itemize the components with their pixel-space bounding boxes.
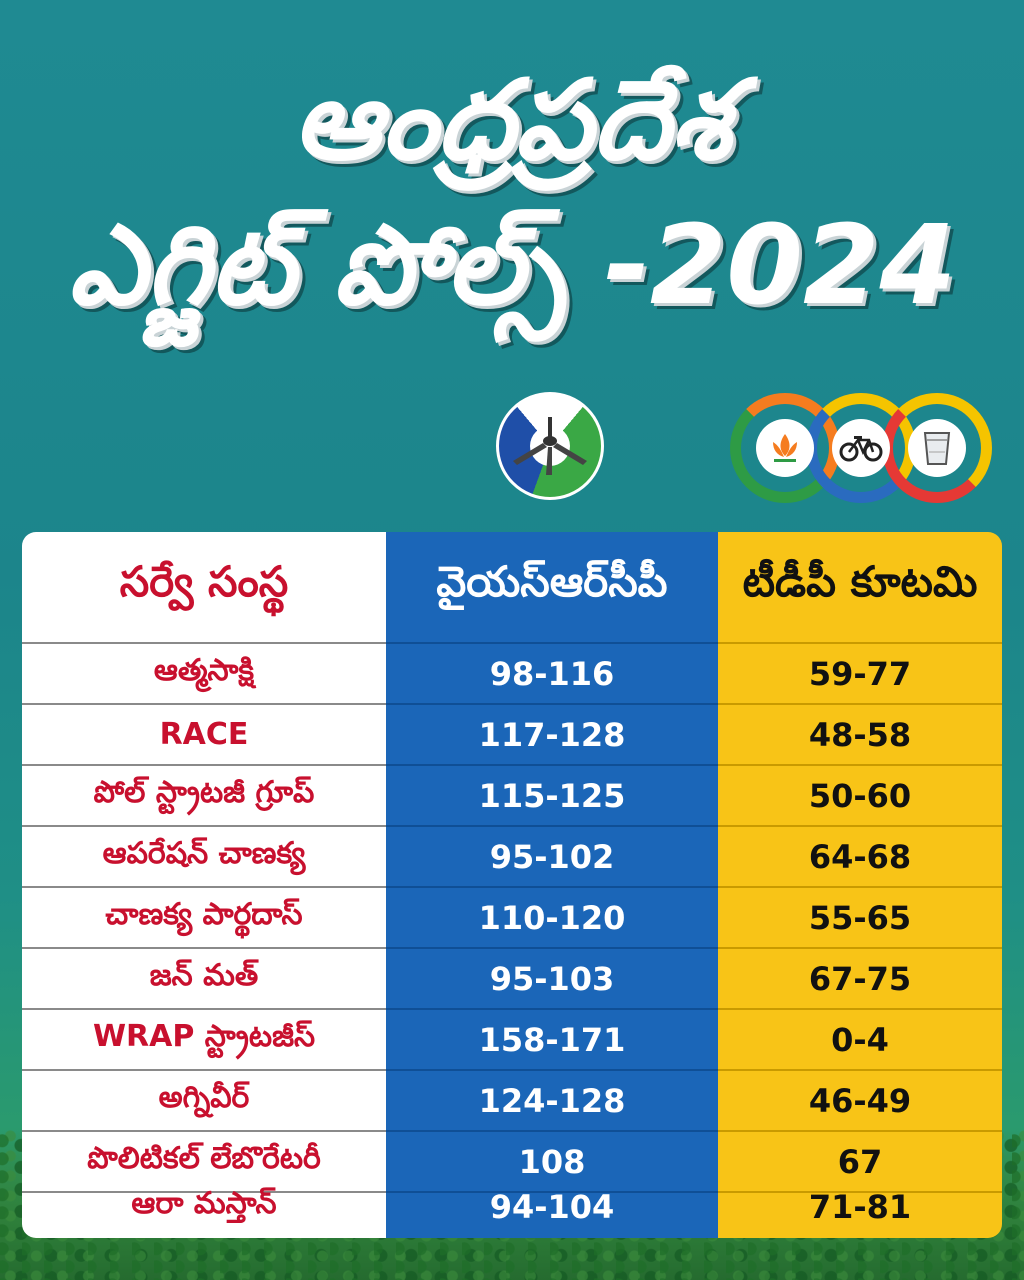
- agency-header: సర్వే సంస్థ: [119, 557, 289, 606]
- ysrcp-seats-cell: 115-125: [478, 776, 626, 815]
- agency-cell: చాణక్య పార్థదాస్: [105, 896, 303, 932]
- janasena-glass-icon: [908, 419, 966, 477]
- ysrcp-seats-cell: 124-128: [478, 1081, 626, 1120]
- agency-cell: RACE: [159, 717, 249, 752]
- agency-cell: జన్ మత్: [149, 957, 259, 993]
- tdp-seats-cell: 64-68: [808, 837, 912, 876]
- agency-column: సర్వే సంస్థ ఆత్మసాక్షి RACE పోల్ స్ట్రాట…: [22, 532, 386, 1238]
- agency-cell: ఆపరేషన్ చాణక్య: [102, 835, 306, 871]
- ysrcp-seats-cell: 110-120: [478, 898, 626, 937]
- tdp-seats-cell: 50-60: [808, 776, 912, 815]
- ysrcp-fan-symbol-icon: [496, 392, 604, 500]
- agency-cell: పొలిటికల్ లేబొరేటరీ: [87, 1140, 321, 1176]
- ysrcp-seats-cell: 158-171: [478, 1020, 626, 1059]
- ysrcp-header: వైయస్ఆర్‌సీపీ: [436, 557, 668, 606]
- tdp-seats-cell: 55-65: [808, 898, 912, 937]
- tdp-seats-cell: 67: [837, 1142, 883, 1181]
- tdp-seats-cell: 67-75: [808, 959, 912, 998]
- bjp-lotus-icon: [756, 419, 814, 477]
- ysrcp-seats-cell: 95-102: [489, 837, 615, 876]
- exit-poll-table: సర్వే సంస్థ ఆత్మసాక్షి RACE పోల్ స్ట్రాట…: [22, 532, 1002, 1238]
- agency-cell: అగ్నివీర్: [158, 1079, 250, 1115]
- page-title-line2: ఎగ్జిట్ పోల్స్ -2024: [67, 201, 957, 329]
- agency-cell: ఆత్మసాక్షి: [153, 652, 255, 688]
- tdp-seats-cell: 71-81: [808, 1187, 912, 1226]
- tdp-alliance-column: టీడీపీ కూటమి 59-77 48-58 50-60 64-68 55-…: [718, 532, 1002, 1238]
- ysrcp-seats-cell: 117-128: [478, 715, 626, 754]
- ysrcp-column: వైయస్ఆర్‌సీపీ 98-116 117-128 115-125 95-…: [386, 532, 718, 1238]
- tdp-header: టీడీపీ కూటమి: [742, 557, 978, 606]
- ysrcp-seats-cell: 94-104: [489, 1187, 615, 1226]
- tdp-seats-cell: 59-77: [808, 654, 912, 693]
- alliance-logos: [730, 393, 992, 503]
- agency-cell: పోల్ స్ట్రాటజీ గ్రూప్: [93, 774, 315, 810]
- ysrcp-seats-cell: 95-103: [489, 959, 615, 998]
- ysrcp-seats-cell: 108: [518, 1142, 586, 1181]
- tdp-seats-cell: 46-49: [808, 1081, 912, 1120]
- page-title-line1: ఆంధ్రప్రదేశ: [293, 56, 731, 184]
- agency-cell: WRAP స్ట్రాటజీస్: [92, 1018, 316, 1054]
- agency-cell: ఆరా మస్తాన్: [131, 1185, 277, 1221]
- tdp-seats-cell: 48-58: [808, 715, 912, 754]
- tdp-seats-cell: 0-4: [831, 1020, 889, 1059]
- ysrcp-seats-cell: 98-116: [489, 654, 615, 693]
- tdp-bicycle-icon: [832, 419, 890, 477]
